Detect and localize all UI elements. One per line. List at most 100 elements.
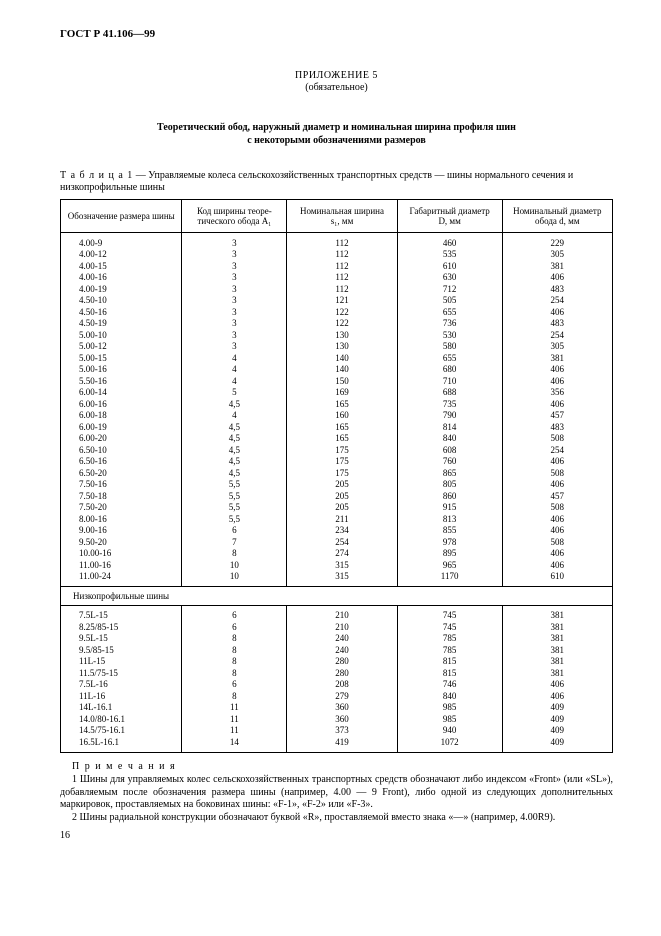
- cell: 535: [397, 249, 502, 261]
- table-row: 7.5L-166208746406: [61, 679, 613, 691]
- cell: 5.00-10: [61, 329, 182, 341]
- cell: 3: [182, 295, 287, 307]
- table-row: 4.00-123112535305: [61, 249, 613, 261]
- cell: 1072: [397, 736, 502, 752]
- cell: 175: [287, 444, 397, 456]
- cell: 5,5: [182, 513, 287, 525]
- cell: 121: [287, 295, 397, 307]
- cell: 1170: [397, 571, 502, 587]
- cell: 3: [182, 306, 287, 318]
- table-caption-text: — Управляемые колеса сельскохозяйственны…: [60, 170, 573, 194]
- table-row: 9.50-207254978508: [61, 536, 613, 548]
- cell: 3: [182, 341, 287, 353]
- table-row: 14.5/75-16.111373940409: [61, 725, 613, 737]
- cell: 7.5L-15: [61, 605, 182, 621]
- cell: 985: [397, 702, 502, 714]
- cell: 175: [287, 467, 397, 479]
- cell: 8.00-16: [61, 513, 182, 525]
- cell: 4: [182, 352, 287, 364]
- cell: 6.50-16: [61, 456, 182, 468]
- cell: 14.5/75-16.1: [61, 725, 182, 737]
- table-row: 6.50-204,5175865508: [61, 467, 613, 479]
- cell: 14.0/80-16.1: [61, 713, 182, 725]
- cell: 7.5L-16: [61, 679, 182, 691]
- table-row: 6.00-164,5165735406: [61, 398, 613, 410]
- cell: 814: [397, 421, 502, 433]
- cell: 11L-16: [61, 690, 182, 702]
- cell: 865: [397, 467, 502, 479]
- cell: 855: [397, 525, 502, 537]
- cell: 9.5L-15: [61, 633, 182, 645]
- cell: 6.00-14: [61, 387, 182, 399]
- cell: 805: [397, 479, 502, 491]
- table-row: 4.00-193112712483: [61, 283, 613, 295]
- cell: 505: [397, 295, 502, 307]
- cell: 112: [287, 283, 397, 295]
- cell: 815: [397, 667, 502, 679]
- table-row: 6.00-204,5165840508: [61, 433, 613, 445]
- cell: 8: [182, 644, 287, 656]
- table-row: 9.5L-158240785381: [61, 633, 613, 645]
- cell: 7.50-16: [61, 479, 182, 491]
- cell: 8: [182, 656, 287, 668]
- cell: 14L-16.1: [61, 702, 182, 714]
- cell: 356: [502, 387, 612, 399]
- cell: 6.50-20: [61, 467, 182, 479]
- cell: 3: [182, 318, 287, 330]
- cell: 790: [397, 410, 502, 422]
- cell: 978: [397, 536, 502, 548]
- cell: 208: [287, 679, 397, 691]
- cell: 5,5: [182, 479, 287, 491]
- cell: 279: [287, 690, 397, 702]
- cell: 4.50-10: [61, 295, 182, 307]
- cell: 406: [502, 375, 612, 387]
- cell: 508: [502, 467, 612, 479]
- cell: 11: [182, 725, 287, 737]
- table-row: 6.50-164,5175760406: [61, 456, 613, 468]
- tbody-section: Низкопрофильные шины: [61, 587, 613, 606]
- appendix-title: ПРИЛОЖЕНИЕ 5: [60, 70, 613, 83]
- table-row: 9.5/85-158240785381: [61, 644, 613, 656]
- cell: 130: [287, 341, 397, 353]
- cell: 210: [287, 605, 397, 621]
- cell: 4.00-16: [61, 272, 182, 284]
- cell: 234: [287, 525, 397, 537]
- tbody-normal: 4.00-931124602294.00-1231125353054.00-15…: [61, 233, 613, 587]
- cell: 4: [182, 364, 287, 376]
- main-title-line2: с некоторыми обозначениями размеров: [247, 135, 426, 146]
- cell: 165: [287, 421, 397, 433]
- cell: 610: [397, 260, 502, 272]
- cell: 608: [397, 444, 502, 456]
- table-row: 8.00-165,5211813406: [61, 513, 613, 525]
- cell: 4: [182, 410, 287, 422]
- cell: 11: [182, 713, 287, 725]
- cell: 840: [397, 690, 502, 702]
- cell: 8: [182, 690, 287, 702]
- cell: 381: [502, 633, 612, 645]
- cell: 406: [502, 364, 612, 376]
- cell: 3: [182, 272, 287, 284]
- cell: 205: [287, 479, 397, 491]
- col-header-3: Габаритный диаметрD, мм: [397, 199, 502, 233]
- cell: 409: [502, 713, 612, 725]
- cell: 112: [287, 272, 397, 284]
- cell: 4,5: [182, 444, 287, 456]
- cell: 11.5/75-15: [61, 667, 182, 679]
- cell: 406: [502, 525, 612, 537]
- cell: 373: [287, 725, 397, 737]
- cell: 965: [397, 559, 502, 571]
- cell: 112: [287, 260, 397, 272]
- cell: 274: [287, 548, 397, 560]
- cell: 254: [502, 444, 612, 456]
- cell: 406: [502, 306, 612, 318]
- note-2: 2 Шины радиальной конструкции обозначают…: [60, 812, 613, 825]
- cell: 745: [397, 621, 502, 633]
- cell: 406: [502, 690, 612, 702]
- table-row: 4.00-93112460229: [61, 233, 613, 249]
- cell: 7.50-20: [61, 502, 182, 514]
- table-label: Т а б л и ц а 1: [60, 170, 133, 181]
- cell: 205: [287, 502, 397, 514]
- table-row: 6.00-184160790457: [61, 410, 613, 422]
- cell: 530: [397, 329, 502, 341]
- cell: 610: [502, 571, 612, 587]
